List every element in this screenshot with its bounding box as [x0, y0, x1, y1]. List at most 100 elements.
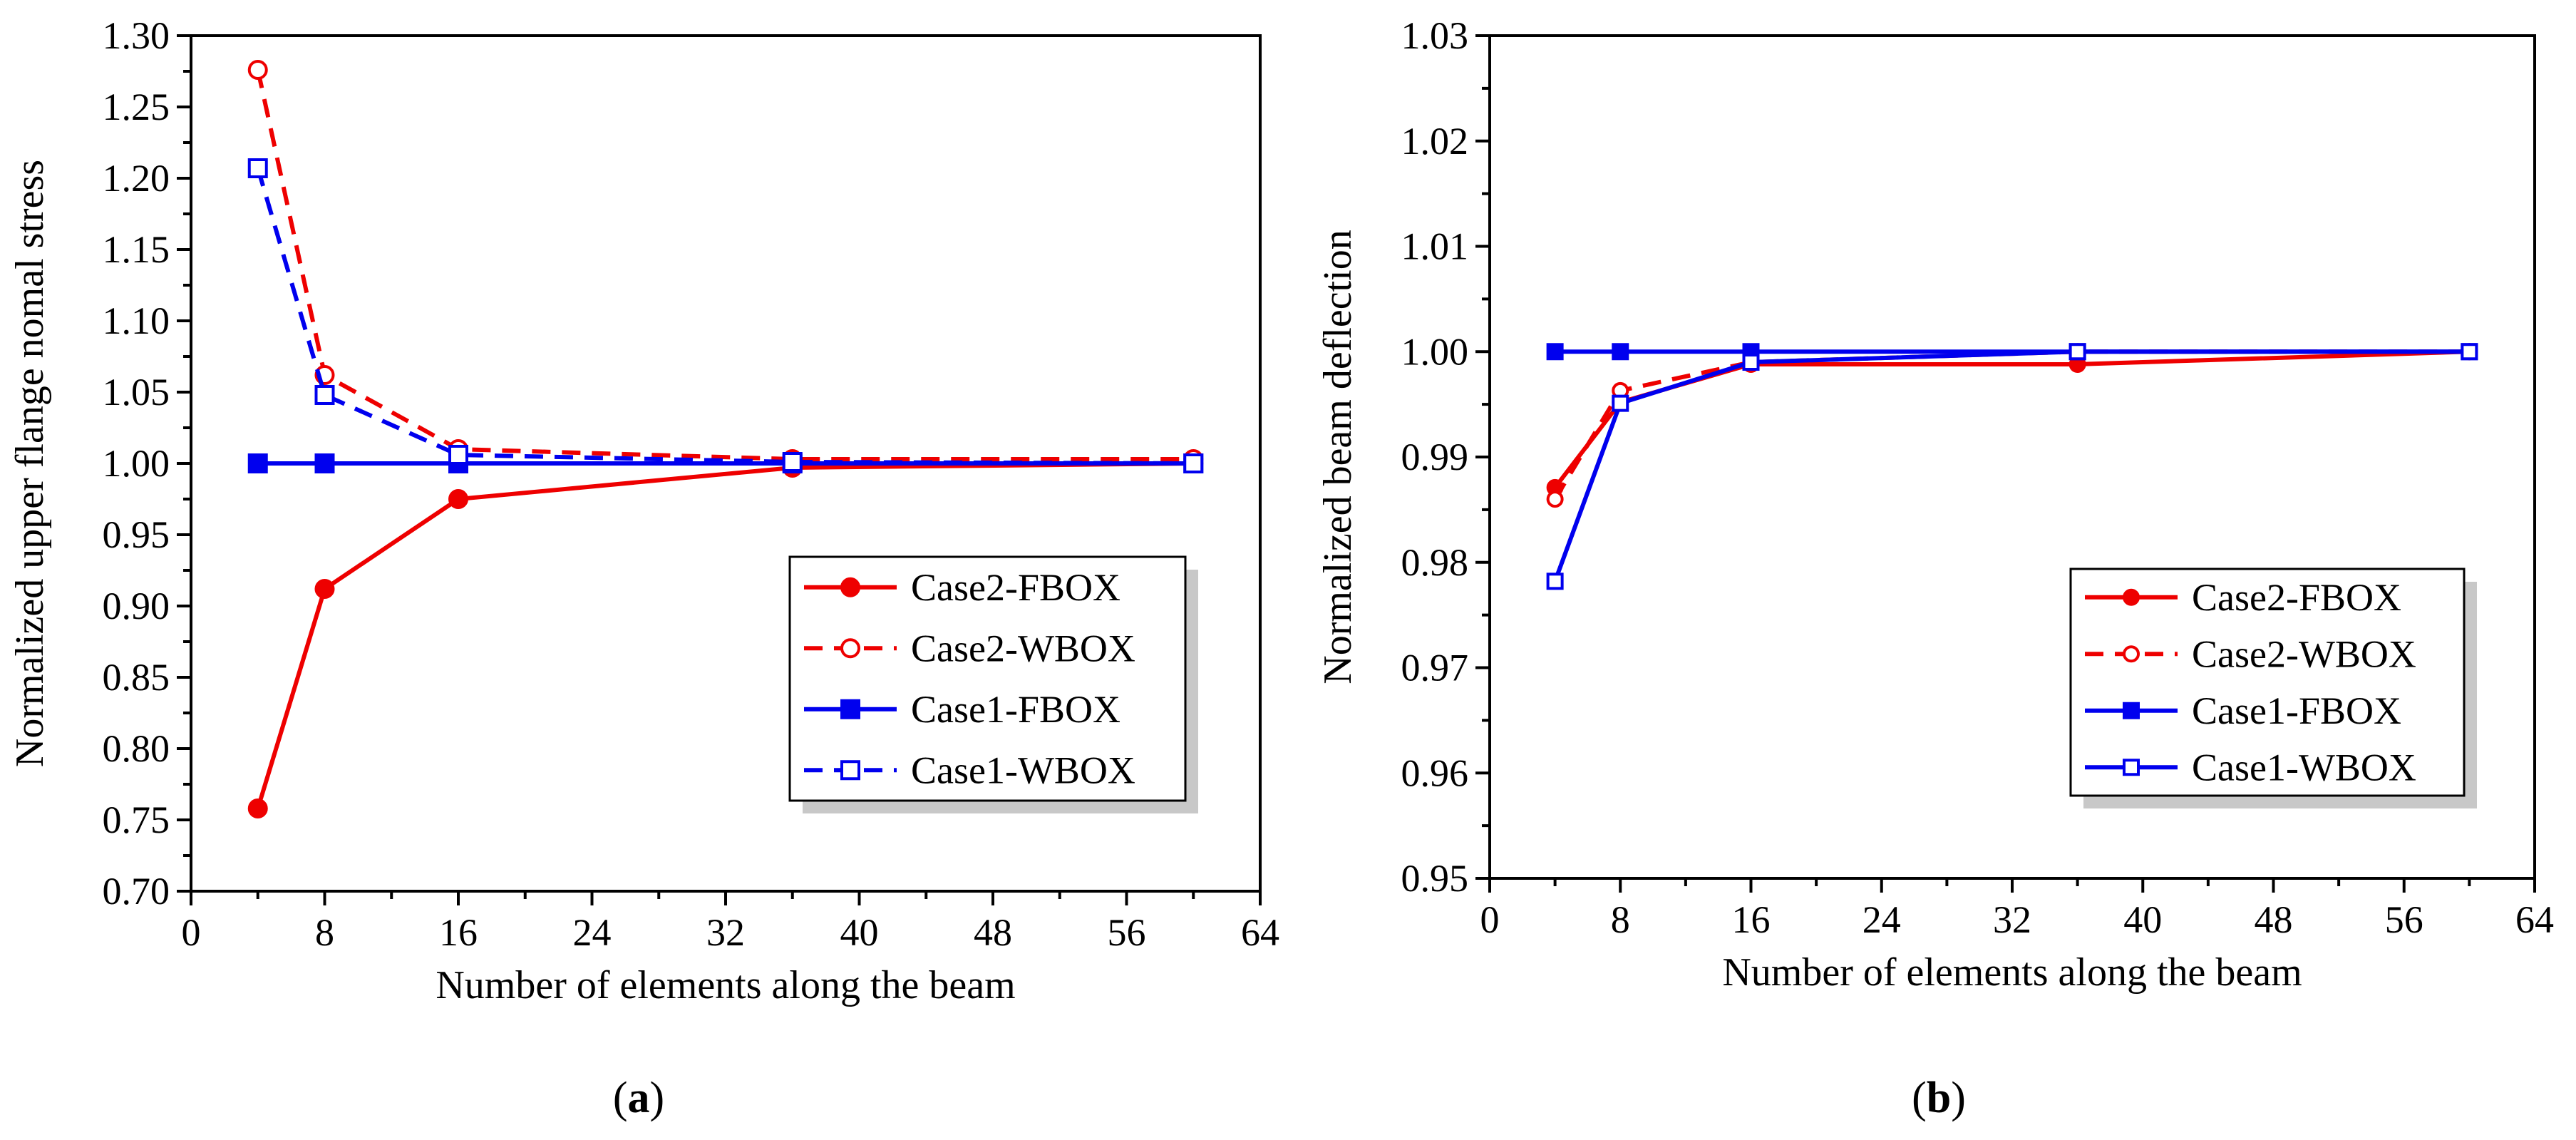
- y-tick-label: 0.97: [1401, 647, 1469, 689]
- x-tick-label: 56: [2385, 898, 2423, 941]
- data-point: [1546, 491, 1564, 508]
- x-tick-label: 8: [315, 911, 334, 954]
- series-case2-fbox: [247, 453, 1204, 818]
- data-point: [247, 798, 268, 818]
- y-tick-label: 0.75: [103, 798, 170, 841]
- x-axis-title: Number of elements along the beam: [436, 963, 1015, 1007]
- x-tick-label: 0: [182, 911, 201, 954]
- panel-label-letter: a: [628, 1074, 650, 1122]
- legend-label: Case2-FBOX: [911, 566, 1120, 609]
- series-case2-wbox: [247, 60, 1204, 469]
- data-point: [247, 453, 268, 473]
- panel-label-letter: b: [1927, 1074, 1951, 1122]
- data-point: [2068, 343, 2086, 361]
- legend-label: Case2-WBOX: [2192, 632, 2416, 675]
- legend-marker: [2123, 702, 2140, 719]
- y-axis-title: Normalized beam deflection: [1316, 230, 1360, 684]
- legend-label: Case1-WBOX: [2192, 746, 2416, 789]
- x-tick-label: 24: [573, 911, 612, 954]
- data-point: [1546, 572, 1564, 590]
- x-tick-label: 40: [2123, 898, 2162, 941]
- x-tick-label: 24: [1863, 898, 1901, 941]
- legend-label: Case1-FBOX: [2192, 689, 2401, 732]
- x-tick-label: 8: [1611, 898, 1630, 941]
- series-case2-fbox: [1546, 343, 2478, 496]
- y-tick-label: 1.25: [103, 86, 170, 128]
- series-line: [255, 69, 1194, 461]
- legend-item: Case2-WBOX: [804, 627, 1135, 669]
- data-point: [314, 453, 335, 473]
- legend-marker: [2123, 759, 2140, 776]
- y-tick-label: 0.90: [103, 585, 170, 627]
- legend-item: Case1-FBOX: [2085, 689, 2401, 732]
- x-tick-label: 64: [1241, 911, 1279, 954]
- y-axis-title: Normalized upper flange nomal stress: [8, 160, 52, 767]
- data-point: [1612, 343, 1629, 361]
- y-tick-label: 0.96: [1401, 751, 1469, 794]
- series-line: [1552, 349, 2470, 582]
- data-point: [1742, 354, 1760, 371]
- legend-marker: [2123, 588, 2140, 606]
- data-point: [247, 158, 268, 178]
- y-tick-label: 1.05: [103, 371, 170, 414]
- legend-label: Case2-WBOX: [911, 627, 1135, 669]
- x-axis-title: Number of elements along the beam: [1722, 950, 2302, 995]
- panel-label: (b): [1912, 1074, 1966, 1122]
- y-tick-label: 1.03: [1401, 14, 1469, 57]
- legend-marker: [840, 699, 860, 719]
- x-tick-label: 40: [840, 911, 879, 954]
- y-tick-label: 0.70: [103, 870, 170, 913]
- legend-label: Case2-FBOX: [2192, 576, 2401, 619]
- legend-item: Case2-FBOX: [804, 566, 1120, 609]
- x-tick-label: 48: [2255, 898, 2293, 941]
- y-tick-label: 1.02: [1401, 120, 1469, 163]
- y-tick-label: 1.00: [1401, 330, 1469, 373]
- legend-item: Case1-WBOX: [804, 749, 1135, 791]
- data-point: [314, 385, 335, 405]
- data-point: [448, 445, 468, 465]
- x-tick-label: 56: [1108, 911, 1146, 954]
- series-case1-wbox: [1546, 343, 2478, 590]
- y-tick-label: 0.80: [103, 727, 170, 770]
- series-line: [1553, 349, 2470, 489]
- legend-box: [788, 555, 1187, 802]
- legend-label: Case1-WBOX: [911, 749, 1135, 791]
- data-point: [2461, 343, 2478, 361]
- y-tick-label: 1.00: [103, 442, 170, 485]
- panel-label: (a): [613, 1074, 664, 1122]
- y-tick-label: 1.20: [103, 157, 170, 200]
- x-tick-label: 32: [706, 911, 745, 954]
- x-tick-label: 0: [1480, 898, 1500, 941]
- y-tick-label: 0.95: [103, 513, 170, 556]
- legend: Case2-FBOX Case2-WBOX Case1-FBOX Case1-WBOX: [2069, 568, 2477, 808]
- legend-item: Case2-FBOX: [2085, 576, 2401, 619]
- y-tick-label: 0.99: [1401, 436, 1469, 478]
- data-point: [1183, 453, 1204, 473]
- chart-panel-b: 0 8 16 24 32 40 48 56 64 0.95 0.96 0.97 0.98 0.99 1.00…: [1316, 14, 2554, 1122]
- panel-label-close: ): [1951, 1074, 1966, 1122]
- data-point: [782, 452, 803, 472]
- series-line: [1553, 349, 2470, 500]
- panel-label-close: ): [650, 1074, 665, 1122]
- data-point: [1546, 343, 1564, 361]
- legend-marker: [840, 760, 860, 781]
- legend-marker: [2123, 645, 2140, 663]
- y-tick-label: 1.10: [103, 299, 170, 342]
- x-tick-label: 64: [2515, 898, 2554, 941]
- legend-label: Case1-FBOX: [911, 688, 1120, 731]
- legend-box: [2069, 568, 2466, 797]
- data-point: [314, 579, 335, 599]
- x-tick-label: 32: [1993, 898, 2031, 941]
- y-tick-label: 0.85: [103, 656, 170, 699]
- chart-panel-a: 0 8 16 24 32 40 48 56 64 0.70 0.75 0.80 0.85 0.90 0.95…: [8, 14, 1279, 1122]
- data-point: [448, 489, 468, 509]
- legend-item: Case1-FBOX: [804, 688, 1120, 731]
- panel-label-open: (: [1912, 1074, 1927, 1122]
- y-tick-label: 1.30: [103, 14, 170, 57]
- data-point: [247, 60, 268, 80]
- legend-item: Case1-WBOX: [2085, 746, 2416, 789]
- x-tick-label: 16: [1732, 898, 1771, 941]
- x-tick-label: 16: [439, 911, 478, 954]
- x-tick-label: 48: [974, 911, 1012, 954]
